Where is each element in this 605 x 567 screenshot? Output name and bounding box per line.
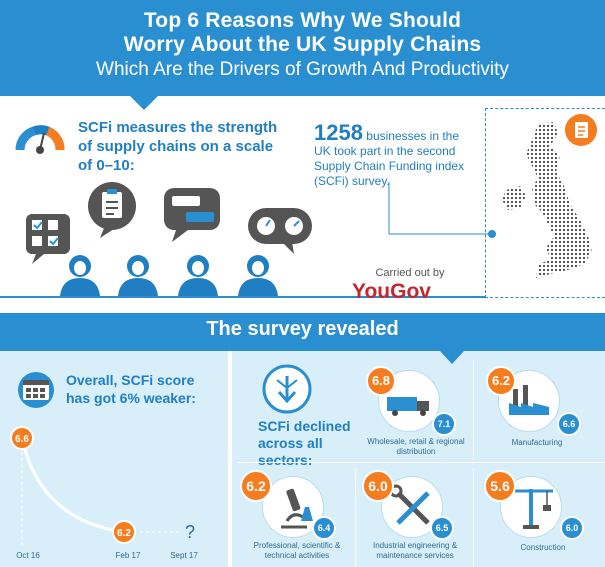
uk-map-frame [485, 108, 605, 298]
sector-divider [355, 468, 356, 567]
chart-label-sept17: ? [185, 522, 195, 542]
businesses-count: 1258 [314, 120, 363, 145]
people-faces [74, 261, 264, 275]
businesses-stat: 1258 businesses in the UK took part in t… [314, 122, 474, 189]
sector-old-score: 6.4 [312, 516, 336, 540]
chart-label-feb17: 6.2 [117, 528, 131, 539]
overall-score-chart: 6.6 6.2 ? Oct 16 Feb 17 Sept 17 [10, 426, 198, 560]
header-banner [0, 0, 605, 96]
sectors-declined-text: SCFi declined across all sectors: [258, 418, 351, 468]
sector-divider [238, 462, 605, 463]
sector-old-score: 6.0 [560, 516, 584, 540]
survey-notch [440, 351, 464, 364]
factory-icon [498, 370, 560, 432]
title-line-1: Top 6 Reasons Why We Should [143, 9, 462, 32]
sector-divider [473, 360, 474, 460]
results-divider [228, 351, 232, 567]
chart-line [20, 437, 125, 534]
sector-label-industrial: Industrial engineering & maintenance ser… [372, 541, 458, 560]
sector-old-score: 7.1 [432, 412, 456, 436]
chart-point-oct16 [10, 426, 34, 450]
people-silhouettes [60, 255, 278, 296]
gauges-bubble-icon [248, 208, 312, 254]
chart-point-feb17 [112, 520, 136, 544]
overall-score-text: Overall, SCFi score has got 6% weaker: [66, 372, 196, 406]
sector-label-wholesale: Wholesale, retail & regional distributio… [367, 437, 465, 456]
sector-old-score: 6.6 [557, 412, 581, 436]
chart-tick-feb17: Feb 17 [116, 551, 141, 560]
decline-arrow-icon [262, 364, 312, 414]
survey-banner [0, 313, 605, 351]
sector-label-manufacturing: Manufacturing [511, 438, 563, 447]
sector-new-score: 6.0 [362, 470, 394, 502]
sector-label-professional: Professional, scientific & technical act… [253, 541, 341, 560]
sector-new-score: 5.6 [484, 470, 516, 502]
baseline-divider [0, 296, 486, 298]
chart-label-oct16: 6.6 [15, 434, 29, 445]
sector-old-score: 6.5 [430, 516, 454, 540]
clipboard-bubble-icon [88, 182, 136, 238]
businesses-description: businesses in the UK took part in the se… [314, 129, 465, 188]
survey-title: The survey revealed [206, 318, 399, 340]
sector-new-score: 6.2 [240, 470, 272, 502]
sector-new-score: 6.8 [366, 366, 396, 396]
header-notch [130, 96, 158, 110]
uk-map-icon [502, 122, 592, 278]
survey-people-illustration [26, 182, 312, 296]
gauge-icon [15, 125, 65, 154]
carried-out-by-label: Carried out by [375, 267, 445, 279]
chart-tick-sept17: Sept 17 [170, 551, 198, 560]
sector-new-score: 6.2 [486, 366, 516, 396]
scfi-scale-text: SCFi measures the strength of supply cha… [78, 119, 278, 174]
sector-label-construction: Construction [520, 543, 566, 552]
survey-pin-icon [565, 114, 597, 146]
checklist-bubble-icon [26, 214, 70, 264]
chat-bubble-icon [164, 188, 220, 242]
chart-tick-oct16: Oct 16 [16, 551, 40, 560]
yougov-logo: YouGov [352, 280, 431, 303]
connector-line [388, 182, 496, 238]
sector-divider [473, 468, 474, 567]
title-line-2: Worry About the UK Supply Chains [123, 33, 482, 56]
subtitle: Which Are the Drivers of Growth And Prod… [96, 59, 509, 80]
calendar-icon [18, 372, 54, 408]
truck-icon [378, 370, 440, 432]
